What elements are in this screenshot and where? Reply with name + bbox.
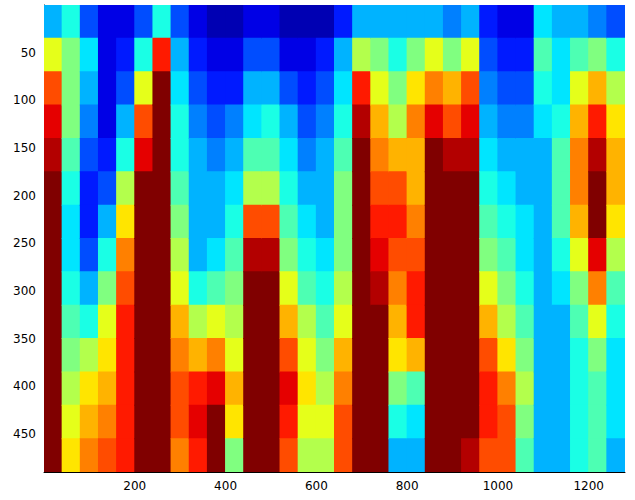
- svg-text:1000: 1000: [483, 479, 514, 493]
- svg-text:800: 800: [396, 479, 419, 493]
- svg-text:400: 400: [214, 479, 237, 493]
- svg-text:200: 200: [123, 479, 146, 493]
- svg-text:150: 150: [13, 141, 36, 155]
- svg-text:450: 450: [13, 427, 36, 441]
- svg-text:350: 350: [13, 332, 36, 346]
- svg-text:50: 50: [21, 46, 36, 60]
- svg-text:400: 400: [13, 379, 36, 393]
- svg-text:300: 300: [13, 284, 36, 298]
- svg-text:100: 100: [13, 93, 36, 107]
- svg-text:1200: 1200: [573, 479, 604, 493]
- svg-text:200: 200: [13, 189, 36, 203]
- svg-text:600: 600: [305, 479, 328, 493]
- svg-text:250: 250: [13, 236, 36, 250]
